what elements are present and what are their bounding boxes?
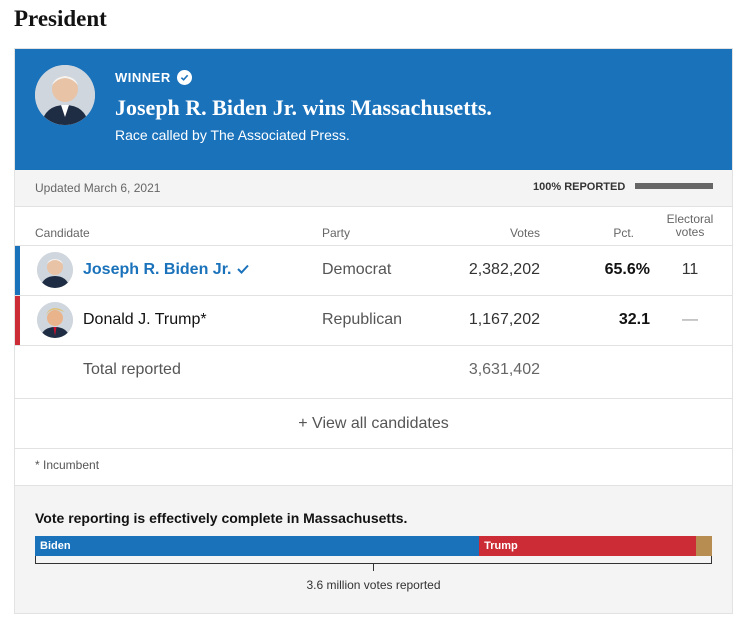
bracket-tick — [373, 564, 374, 571]
party-color-bar — [15, 296, 20, 346]
header-candidate: Candidate — [35, 226, 90, 240]
checkmark-icon — [176, 70, 192, 85]
winner-headline: Joseph R. Biden Jr. wins Massachusetts. — [115, 95, 492, 120]
candidate-name[interactable]: Donald J. Trump* — [83, 311, 207, 329]
vote-bar-segment: Trump — [479, 536, 697, 556]
table-row: Joseph R. Biden Jr. Democrat 2,382,202 6… — [15, 245, 732, 296]
vote-bar-segment: Biden — [35, 536, 480, 556]
winner-label-row: WINNER — [115, 70, 192, 85]
reported-progress-fill — [635, 183, 713, 189]
page-title: President — [14, 6, 107, 31]
candidate-pct: 65.6% — [604, 261, 650, 278]
vote-bar-segment — [696, 536, 712, 556]
results-card: WINNER Joseph R. Biden Jr. wins Massachu… — [14, 48, 733, 614]
candidate-votes: 1,167,202 — [468, 311, 540, 328]
biden-avatar — [35, 65, 95, 125]
reported-label: 100% REPORTED — [533, 181, 626, 193]
candidate-pct: 32.1 — [618, 311, 650, 328]
table-row: Donald J. Trump* Republican 1,167,202 32… — [15, 295, 732, 346]
incumbent-footnote: * Incumbent — [15, 448, 732, 485]
votes-reported-text: 3.6 million votes reported — [306, 578, 441, 592]
bar-bracket — [35, 556, 712, 564]
candidate-name[interactable]: Joseph R. Biden Jr. — [83, 261, 250, 279]
header-pct: Pct. — [613, 226, 634, 240]
vote-share-bar: Biden Trump — [35, 536, 712, 556]
total-reported-label: Total reported — [83, 361, 181, 378]
candidate-party: Democrat — [322, 261, 392, 278]
candidate-name-text[interactable]: Donald J. Trump* — [83, 311, 207, 328]
biden-avatar — [37, 252, 73, 288]
updated-timestamp: Updated March 6, 2021 — [35, 181, 161, 195]
candidate-electoral-votes: — — [682, 311, 698, 328]
reported-progress-bar — [635, 183, 713, 189]
race-called-text: Race called by The Associated Press. — [115, 127, 350, 143]
winner-banner: WINNER Joseph R. Biden Jr. wins Massachu… — [15, 49, 732, 170]
party-color-bar — [15, 246, 20, 296]
trump-avatar — [37, 302, 73, 338]
header-party: Party — [322, 226, 351, 240]
reporting-status-text: Vote reporting is effectively complete i… — [35, 510, 408, 526]
total-reported-votes: 3,631,402 — [468, 361, 540, 378]
update-bar: Updated March 6, 2021 100% REPORTED — [15, 170, 732, 207]
vote-summary: Vote reporting is effectively complete i… — [15, 485, 732, 613]
winner-check-icon — [237, 261, 250, 279]
view-all-candidates-button[interactable]: + View all candidates — [15, 398, 732, 448]
total-row: Total reported 3,631,402 — [15, 345, 732, 395]
candidate-votes: 2,382,202 — [468, 261, 540, 278]
candidate-electoral-votes: 11 — [681, 261, 699, 278]
header-electoral: Electoral votes — [666, 212, 714, 239]
candidate-party: Republican — [322, 311, 403, 328]
winner-label: WINNER — [115, 70, 171, 85]
candidate-name-text[interactable]: Joseph R. Biden Jr. — [83, 261, 232, 278]
header-votes: Votes — [509, 226, 540, 240]
